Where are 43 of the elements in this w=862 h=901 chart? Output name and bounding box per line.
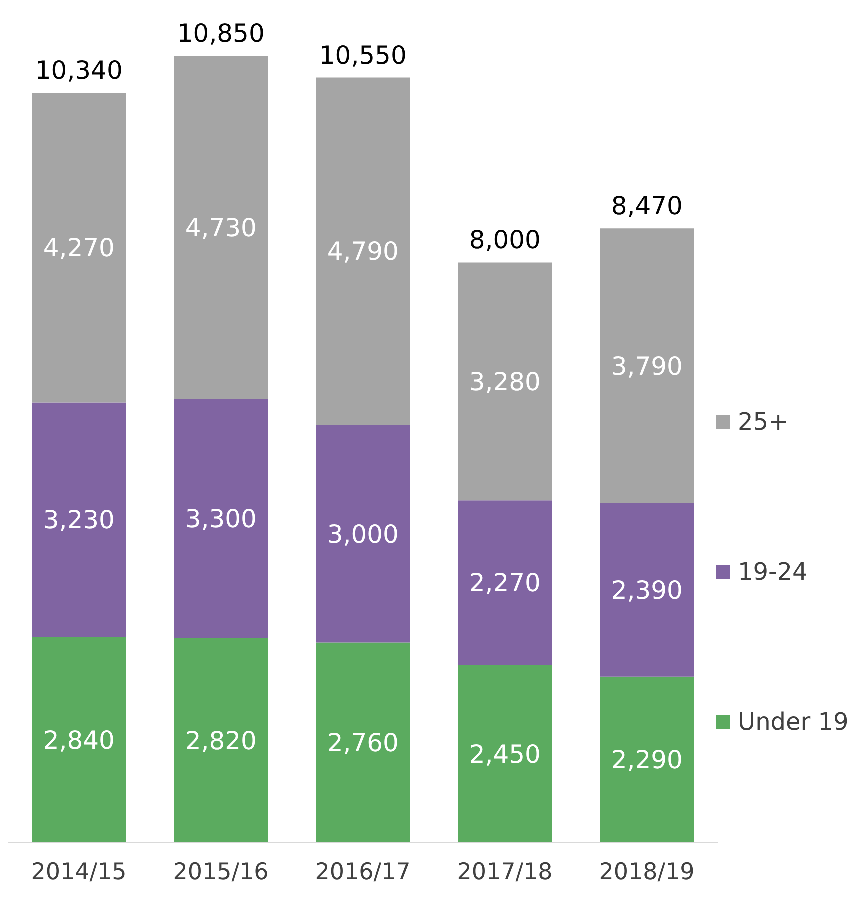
bar [174,399,268,638]
x-tick-label: 2015/16 [173,859,269,886]
bar [32,402,126,637]
x-tick-label: 2014/15 [31,859,127,886]
x-tick-label: 2018/19 [599,859,695,886]
bar [316,78,410,426]
bar [316,642,410,843]
data-label: 4,270 [43,234,115,263]
total-label: 8,000 [469,226,541,255]
bar [458,665,552,843]
data-label: 3,790 [611,352,683,381]
bar [600,504,694,677]
data-label: 2,290 [611,746,683,775]
data-label: 2,840 [43,726,115,755]
data-label: 2,390 [611,576,683,605]
total-label: 10,850 [177,19,265,48]
bar [32,637,126,843]
bar [32,92,126,403]
total-label: 10,340 [35,56,123,85]
legend-label: 25+ [737,408,790,436]
data-label: 3,000 [327,520,399,549]
bar [600,676,694,843]
legend-label: Under 19 [737,708,849,736]
data-label: 2,820 [185,726,257,756]
data-label: 4,730 [185,213,257,242]
bar [174,56,268,400]
total-label: 8,470 [611,192,683,221]
bar [174,638,268,843]
x-tick-label: 2017/18 [457,859,553,886]
bar [458,500,552,666]
data-label: 2,270 [469,568,541,598]
total-label: 10,550 [319,40,407,70]
bar [458,262,552,501]
data-label: 3,300 [185,504,257,534]
x-tick-label: 2016/17 [315,859,411,886]
bar [316,425,410,643]
bar [600,228,694,504]
data-label: 2,760 [327,728,399,758]
data-label: 3,280 [469,367,541,396]
legend-label: 19-24 [737,558,809,586]
data-label: 4,790 [327,237,399,266]
data-label: 2,450 [469,740,541,769]
data-label: 3,230 [43,506,115,535]
